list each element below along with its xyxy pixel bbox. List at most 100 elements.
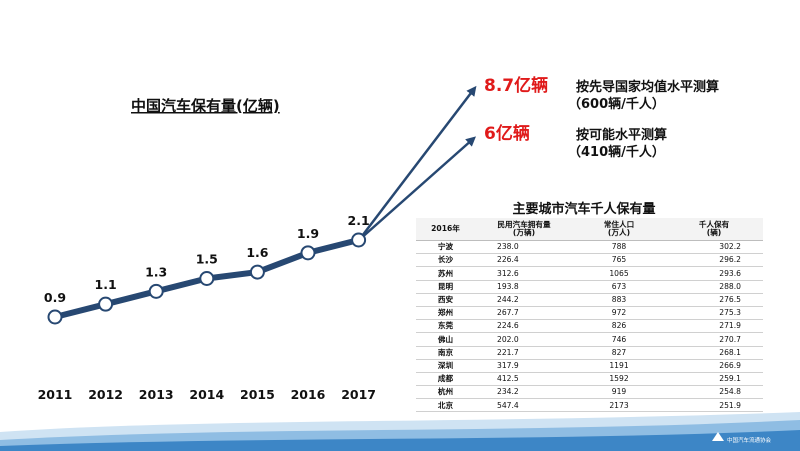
table-row: 北京 547.4 2173 251.9 — [416, 398, 763, 413]
cell-vehicles: 226.4 — [475, 253, 573, 268]
cell-city: 西安 — [416, 293, 475, 307]
cell-population: 919 — [573, 385, 665, 400]
cell-city: 长沙 — [416, 253, 475, 268]
cell-per-thousand: 270.7 — [665, 332, 763, 347]
cell-city: 南京 — [416, 346, 475, 360]
city-table-container: 2016年 民用汽车拥有量 (万辆) 常住人口 (万人) 千人保有 (辆) 宁波… — [416, 218, 763, 413]
table-row: 苏州 312.6 1065 293.6 — [416, 266, 763, 281]
data-point-2012 — [98, 296, 114, 312]
cell-vehicles: 267.7 — [475, 306, 573, 321]
cell-per-thousand: 266.9 — [665, 359, 763, 373]
value-label-2016: 1.9 — [297, 226, 319, 241]
cell-per-thousand: 288.0 — [665, 280, 763, 294]
year-label-2011: 2011 — [38, 387, 73, 402]
header-population-unit: (万人) — [607, 228, 631, 237]
cell-vehicles: 547.4 — [475, 398, 573, 413]
footer-wave — [0, 412, 800, 451]
cell-population: 673 — [573, 280, 665, 294]
year-label-2013: 2013 — [139, 387, 174, 402]
cell-population: 883 — [573, 293, 665, 307]
year-label-2015: 2015 — [240, 387, 275, 402]
header-year: 2016年 — [416, 218, 475, 241]
header-per-thousand-label: 千人保有 — [698, 220, 730, 230]
cell-vehicles: 238.0 — [475, 240, 573, 255]
table-row: 长沙 226.4 765 296.2 — [416, 253, 763, 268]
value-label-2011: 0.9 — [44, 290, 66, 305]
cell-population: 827 — [573, 346, 665, 360]
table-row: 深圳 317.9 1191 266.9 — [416, 359, 763, 373]
cell-vehicles: 412.5 — [475, 372, 573, 387]
value-label-2012: 1.1 — [95, 277, 117, 292]
cell-vehicles: 221.7 — [475, 346, 573, 360]
header-vehicles-unit: (万辆) — [512, 228, 536, 237]
year-label-2017: 2017 — [341, 387, 376, 402]
cell-per-thousand: 259.1 — [665, 372, 763, 387]
value-label-2013: 1.3 — [145, 264, 167, 279]
table-row: 郑州 267.7 972 275.3 — [416, 306, 763, 321]
year-label-2012: 2012 — [88, 387, 123, 402]
cell-per-thousand: 276.5 — [665, 293, 763, 307]
table-row: 成都 412.5 1592 259.1 — [416, 372, 763, 387]
cell-city: 成都 — [416, 372, 475, 387]
header-vehicles-label: 民用汽车拥有量 — [497, 220, 551, 230]
projection-high-desc: 按先导国家均值水平测算 — [576, 79, 719, 95]
data-point-2016 — [300, 245, 316, 261]
projection-arrow-mid — [358, 136, 476, 241]
header-per-thousand-unit: (辆) — [706, 228, 722, 237]
cell-vehicles: 234.2 — [475, 385, 573, 400]
projection-mid-rate: （410辆/千人） — [568, 144, 665, 160]
cell-per-thousand: 275.3 — [665, 306, 763, 321]
cell-city: 昆明 — [416, 280, 475, 294]
cell-vehicles: 312.6 — [475, 266, 573, 281]
data-point-2014 — [199, 271, 215, 286]
projection-mid-desc: 按可能水平测算 — [576, 127, 667, 143]
data-point-2017 — [351, 232, 367, 248]
cell-population: 788 — [573, 240, 665, 255]
data-point-2015 — [249, 264, 265, 280]
cell-city: 东莞 — [416, 319, 475, 334]
footer-logo: 中国汽车流通协会 — [712, 432, 772, 444]
header-vehicles: 民用汽车拥有量 (万辆) — [475, 218, 573, 241]
cell-per-thousand: 296.2 — [665, 253, 763, 268]
cell-city: 苏州 — [416, 266, 475, 281]
projection-mid-value: 6亿辆 — [484, 123, 530, 144]
header-per-thousand: 千人保有 (辆) — [665, 218, 763, 241]
cell-vehicles: 244.2 — [475, 293, 573, 307]
table-header-row: 2016年 民用汽车拥有量 (万辆) 常住人口 (万人) 千人保有 (辆) — [416, 218, 763, 241]
data-point-2013 — [148, 283, 164, 299]
cell-population: 2173 — [573, 398, 665, 413]
cell-population: 826 — [573, 319, 665, 334]
cell-vehicles: 202.0 — [475, 332, 573, 347]
table-title: 主要城市汽车千人保有量 — [512, 201, 655, 217]
table-row: 南京 221.7 827 268.1 — [416, 346, 763, 360]
footer-logo-text: 中国汽车流通协会 — [727, 436, 772, 444]
cell-per-thousand: 293.6 — [665, 266, 763, 281]
cell-city: 宁波 — [416, 240, 475, 255]
projection-arrow-high — [358, 85, 477, 241]
data-point-2011 — [47, 309, 63, 325]
cell-per-thousand: 302.2 — [665, 240, 763, 255]
cell-vehicles: 193.8 — [475, 280, 573, 294]
cell-per-thousand: 254.8 — [665, 385, 763, 400]
cell-city: 佛山 — [416, 332, 475, 347]
table-row: 西安 244.2 883 276.5 — [416, 293, 763, 307]
cell-population: 746 — [573, 332, 665, 347]
cell-city: 杭州 — [416, 385, 475, 400]
cell-city: 郑州 — [416, 306, 475, 321]
logo-icon — [712, 432, 724, 441]
city-ownership-table: 2016年 民用汽车拥有量 (万辆) 常住人口 (万人) 千人保有 (辆) 宁波… — [416, 218, 763, 413]
cell-per-thousand: 271.9 — [665, 319, 763, 334]
cell-population: 765 — [573, 253, 665, 268]
value-label-2015: 1.6 — [246, 245, 268, 260]
chart-title: 中国汽车保有量(亿辆) — [131, 97, 280, 115]
table-row: 东莞 224.6 826 271.9 — [416, 319, 763, 334]
table-row: 佛山 202.0 746 270.7 — [416, 332, 763, 347]
year-label-2016: 2016 — [291, 387, 326, 402]
table-row: 宁波 238.0 788 302.2 — [416, 240, 763, 255]
cell-city: 北京 — [416, 398, 475, 413]
value-label-2014: 1.5 — [196, 252, 218, 267]
cell-population: 1191 — [573, 359, 665, 373]
cell-population: 1592 — [573, 372, 665, 387]
cell-vehicles: 224.6 — [475, 319, 573, 334]
